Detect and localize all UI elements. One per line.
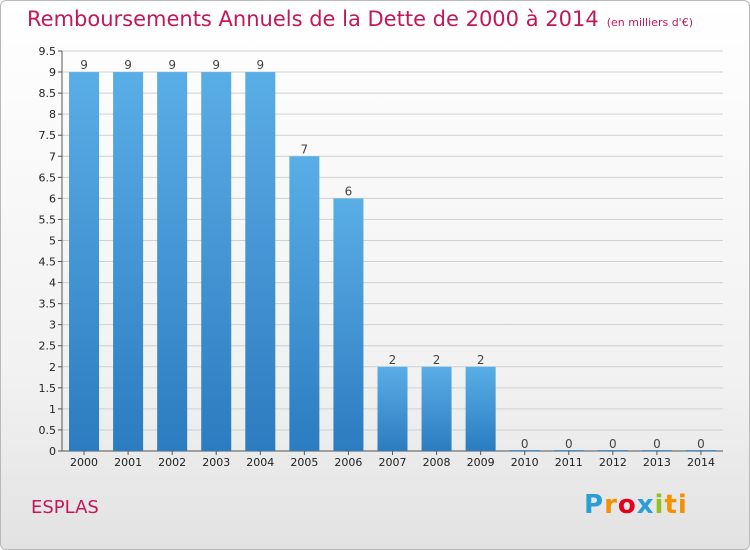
x-tick-labels: 2000 2001 2002 2003 2004 2005 2006 2007 2008 2009… bbox=[70, 456, 715, 469]
value-label: 9 bbox=[256, 58, 264, 72]
logo-letter: i bbox=[655, 490, 665, 520]
y-tick-label: 8 bbox=[49, 108, 56, 121]
y-tick-label: 7.5 bbox=[39, 129, 57, 142]
x-tick-label: 2009 bbox=[467, 456, 495, 469]
bar bbox=[289, 156, 319, 451]
logo-letter: ti bbox=[664, 490, 687, 520]
value-label: 0 bbox=[521, 437, 529, 451]
value-label: 2 bbox=[389, 353, 397, 367]
value-label: 0 bbox=[565, 437, 573, 451]
logo-letter: o bbox=[618, 490, 637, 520]
bar-chart: 0 0.5 1 1.5 2 2.5 3 3.5 4 4.5 5 5.5 6 6.5 7 7.5 8 8.5 9 9.5… bbox=[1, 1, 749, 549]
value-label: 2 bbox=[477, 353, 485, 367]
y-tick-label: 6.5 bbox=[39, 171, 57, 184]
x-tick-label: 2012 bbox=[599, 456, 627, 469]
x-tick-label: 2007 bbox=[379, 456, 407, 469]
y-tick-label: 4.5 bbox=[39, 256, 57, 269]
x-tick-label: 2008 bbox=[423, 456, 451, 469]
value-label: 7 bbox=[301, 142, 309, 156]
logo-letter: x bbox=[637, 490, 655, 520]
value-label: 0 bbox=[697, 437, 705, 451]
x-tick-label: 2011 bbox=[555, 456, 583, 469]
y-tick-label: 8.5 bbox=[39, 87, 57, 100]
bar bbox=[201, 72, 231, 451]
x-tick-label: 2005 bbox=[290, 456, 318, 469]
y-tick-label: 3 bbox=[49, 319, 56, 332]
bar bbox=[157, 72, 187, 451]
x-tick-label: 2013 bbox=[643, 456, 671, 469]
x-tick-label: 2002 bbox=[158, 456, 186, 469]
x-tick-label: 2003 bbox=[202, 456, 230, 469]
x-tick-label: 2010 bbox=[511, 456, 539, 469]
bar bbox=[422, 367, 452, 451]
y-tick-label: 1 bbox=[49, 403, 56, 416]
bar bbox=[245, 72, 275, 451]
y-tick-label: 7 bbox=[49, 150, 56, 163]
value-label: 9 bbox=[124, 58, 132, 72]
x-tick-label: 2006 bbox=[334, 456, 362, 469]
y-tick-label: 9 bbox=[49, 66, 56, 79]
value-label: 0 bbox=[653, 437, 661, 451]
x-tick-label: 2001 bbox=[114, 456, 142, 469]
value-label: 9 bbox=[80, 58, 88, 72]
logo-letter: P bbox=[584, 490, 604, 520]
y-tick-label: 6 bbox=[49, 192, 56, 205]
bar bbox=[378, 367, 408, 451]
y-tick-labels: 0 0.5 1 1.5 2 2.5 3 3.5 4 4.5 5 5.5 6 6.5 7 7.5 8 8.5 9 9.5 bbox=[39, 45, 57, 458]
y-tick-label: 9.5 bbox=[39, 45, 57, 58]
x-tick-label: 2014 bbox=[687, 456, 715, 469]
commune-name: ESPLAS bbox=[31, 497, 99, 518]
x-tick-label: 2000 bbox=[70, 456, 98, 469]
y-tick-label: 0 bbox=[49, 445, 56, 458]
bar bbox=[466, 367, 496, 451]
bar bbox=[333, 198, 363, 451]
value-label: 9 bbox=[168, 58, 176, 72]
value-label: 2 bbox=[433, 353, 441, 367]
value-label: 9 bbox=[212, 58, 220, 72]
y-tick-label: 2.5 bbox=[39, 340, 57, 353]
bar bbox=[113, 72, 143, 451]
value-label: 6 bbox=[345, 184, 353, 198]
value-label: 0 bbox=[609, 437, 617, 451]
y-tick-label: 3.5 bbox=[39, 298, 57, 311]
y-tick-label: 0.5 bbox=[39, 424, 57, 437]
proxiti-logo: Proxiti bbox=[584, 490, 688, 520]
y-tick-label: 2 bbox=[49, 361, 56, 374]
y-tick-label: 1.5 bbox=[39, 382, 57, 395]
y-tick-label: 5 bbox=[49, 234, 56, 247]
bar bbox=[69, 72, 99, 451]
chart-frame: Remboursements Annuels de la Dette de 20… bbox=[0, 0, 750, 550]
logo-letter: r bbox=[604, 490, 618, 520]
y-tick-label: 4 bbox=[49, 277, 56, 290]
x-tick-label: 2004 bbox=[246, 456, 274, 469]
y-tick-label: 5.5 bbox=[39, 213, 57, 226]
